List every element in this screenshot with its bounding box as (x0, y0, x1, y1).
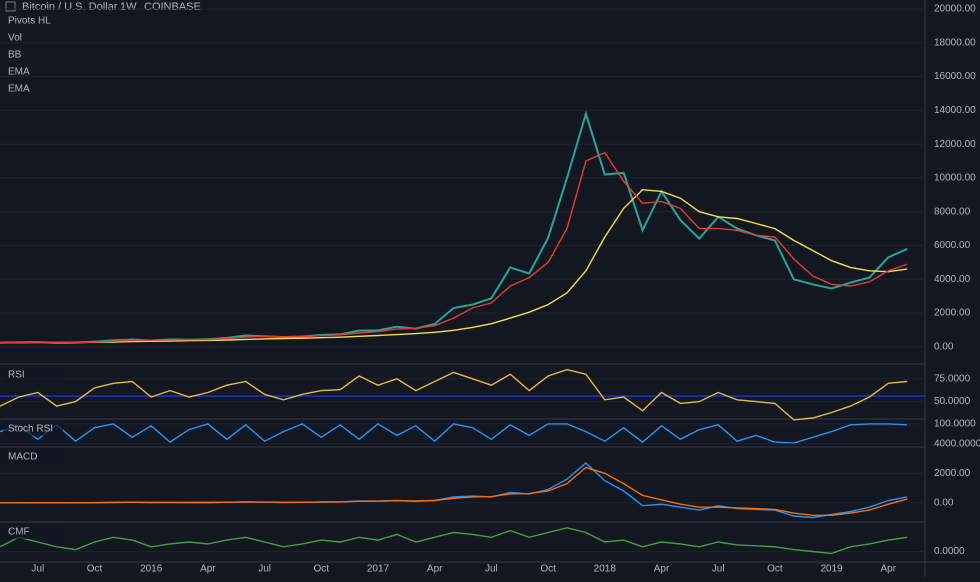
y-tick-label: 0.0000 (934, 546, 965, 557)
indicator-label: Pivots HL (8, 16, 51, 27)
indicator-label: EMA (8, 67, 30, 78)
series-line (0, 423, 908, 444)
indicator-title: MACD (8, 452, 37, 463)
indicator-label-bg (3, 368, 63, 382)
y-tick-label: 100.0000 (934, 418, 976, 429)
x-tick-label: 2016 (140, 564, 163, 575)
y-tick-label: 2000.00 (934, 468, 971, 479)
y-tick-label: 75.0000 (934, 373, 971, 384)
collapse-button[interactable] (5, 1, 16, 12)
series-line (0, 368, 908, 421)
series-line (0, 188, 908, 344)
x-tick-label: 2017 (367, 564, 390, 575)
y-tick-label: 0.00 (934, 341, 954, 352)
indicator-title: Stoch RSI (8, 424, 53, 435)
indicator-label-bg (3, 525, 63, 539)
y-tick-label: 6000.00 (934, 240, 971, 251)
y-tick-label: 16000.00 (934, 71, 976, 82)
indicator-title: CMF (8, 527, 30, 538)
x-tick-label: Jul (258, 564, 271, 575)
y-tick-label: 50.0000 (934, 396, 971, 407)
indicator-label: BB (8, 50, 22, 61)
interval[interactable]: 1W (120, 1, 137, 13)
symbol-title: Bitcoin / U.S. Dollar (22, 1, 118, 13)
x-tick-label: Apr (654, 564, 670, 575)
x-tick-label: Oct (87, 564, 103, 575)
y-tick-label: 12000.00 (934, 139, 976, 150)
indicator-label: Vol (8, 33, 22, 44)
x-tick-label: Oct (767, 564, 783, 575)
indicator-title: RSI (8, 370, 25, 381)
indicator-label-bg (3, 422, 63, 436)
x-tick-label: 2019 (820, 564, 843, 575)
x-tick-label: Jul (712, 564, 725, 575)
y-tick-label: 2000.00 (934, 308, 971, 319)
x-tick-label: Oct (540, 564, 556, 575)
y-tick-label: 8000.00 (934, 206, 971, 217)
x-tick-label: Jul (31, 564, 44, 575)
x-tick-label: Apr (427, 564, 443, 575)
x-tick-label: Oct (314, 564, 330, 575)
series-line (0, 466, 908, 516)
y-tick-label: 20000.00 (934, 4, 976, 15)
series-line (0, 151, 908, 344)
y-tick-label: 18000.00 (934, 37, 976, 48)
x-tick-label: 2018 (594, 564, 617, 575)
y-tick-label: 14000.00 (934, 105, 976, 116)
exchange: COINBASE (144, 1, 201, 13)
indicator-label: EMA (8, 84, 30, 95)
x-tick-label: Apr (200, 564, 216, 575)
y-tick-label: 0.00 (934, 497, 954, 508)
series-line (0, 527, 908, 555)
y-tick-label: 4000.0000 (934, 439, 980, 450)
indicator-label-bg (3, 450, 63, 464)
x-tick-label: Jul (485, 564, 498, 575)
y-tick-label: 10000.00 (934, 173, 976, 184)
y-tick-label: 4000.00 (934, 274, 971, 285)
x-tick-label: Apr (881, 564, 897, 575)
